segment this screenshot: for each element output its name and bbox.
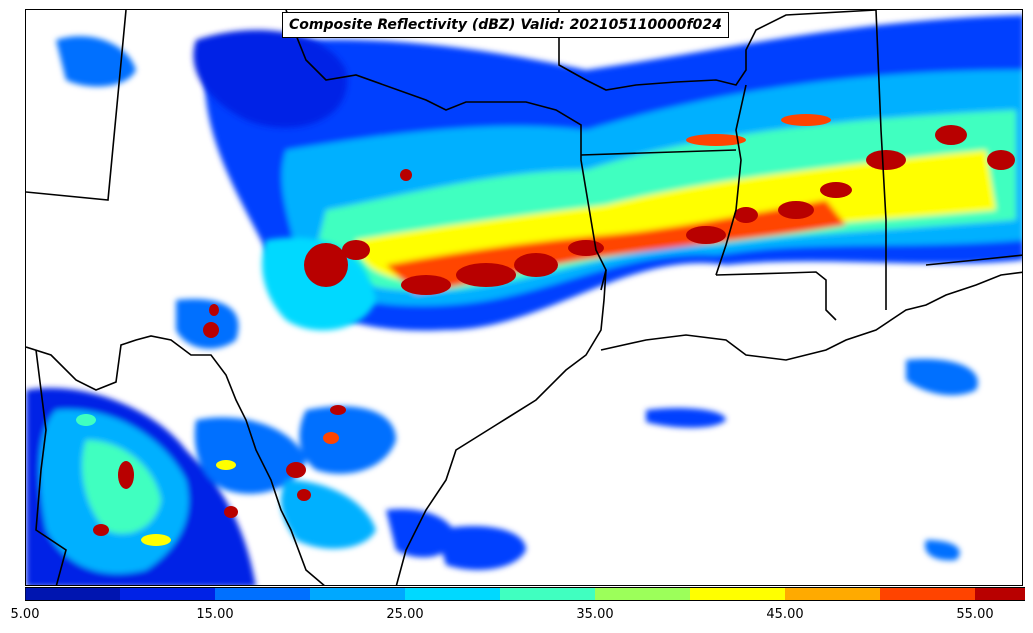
colorbar-bin: [595, 587, 690, 601]
map-panel: [25, 9, 1023, 586]
colorbar-tick-label: 25.00: [386, 607, 424, 622]
colorbar-bin: [690, 587, 785, 601]
map-title: Composite Reflectivity (dBZ) Valid: 2021…: [282, 12, 729, 38]
colorbar-bin: [120, 587, 215, 601]
colorbar-tick-label: 45.00: [766, 607, 804, 622]
colorbar-bin: [500, 587, 595, 601]
reflectivity-map: [26, 10, 1022, 585]
colorbar-tick-label: 35.00: [576, 607, 614, 622]
colorbar-bin: [785, 587, 880, 601]
colorbar-bin: [25, 587, 120, 601]
colorbar: [25, 587, 1025, 601]
colorbar-tick-label: 55.00: [956, 607, 994, 622]
colorbar-tick-label: 15.00: [196, 607, 234, 622]
colorbar-bin: [975, 587, 1025, 601]
state-boundaries: [26, 10, 1022, 585]
storm-cells-north: [304, 114, 1015, 295]
colorbar-bin: [880, 587, 975, 601]
storm-cells-south: [76, 304, 346, 546]
colorbar-bin: [215, 587, 310, 601]
colorbar-outline: [25, 587, 1025, 601]
colorbar-bin: [405, 587, 500, 601]
colorbar-bin: [310, 587, 405, 601]
colorbar-tick-label: 5.00: [10, 607, 40, 622]
